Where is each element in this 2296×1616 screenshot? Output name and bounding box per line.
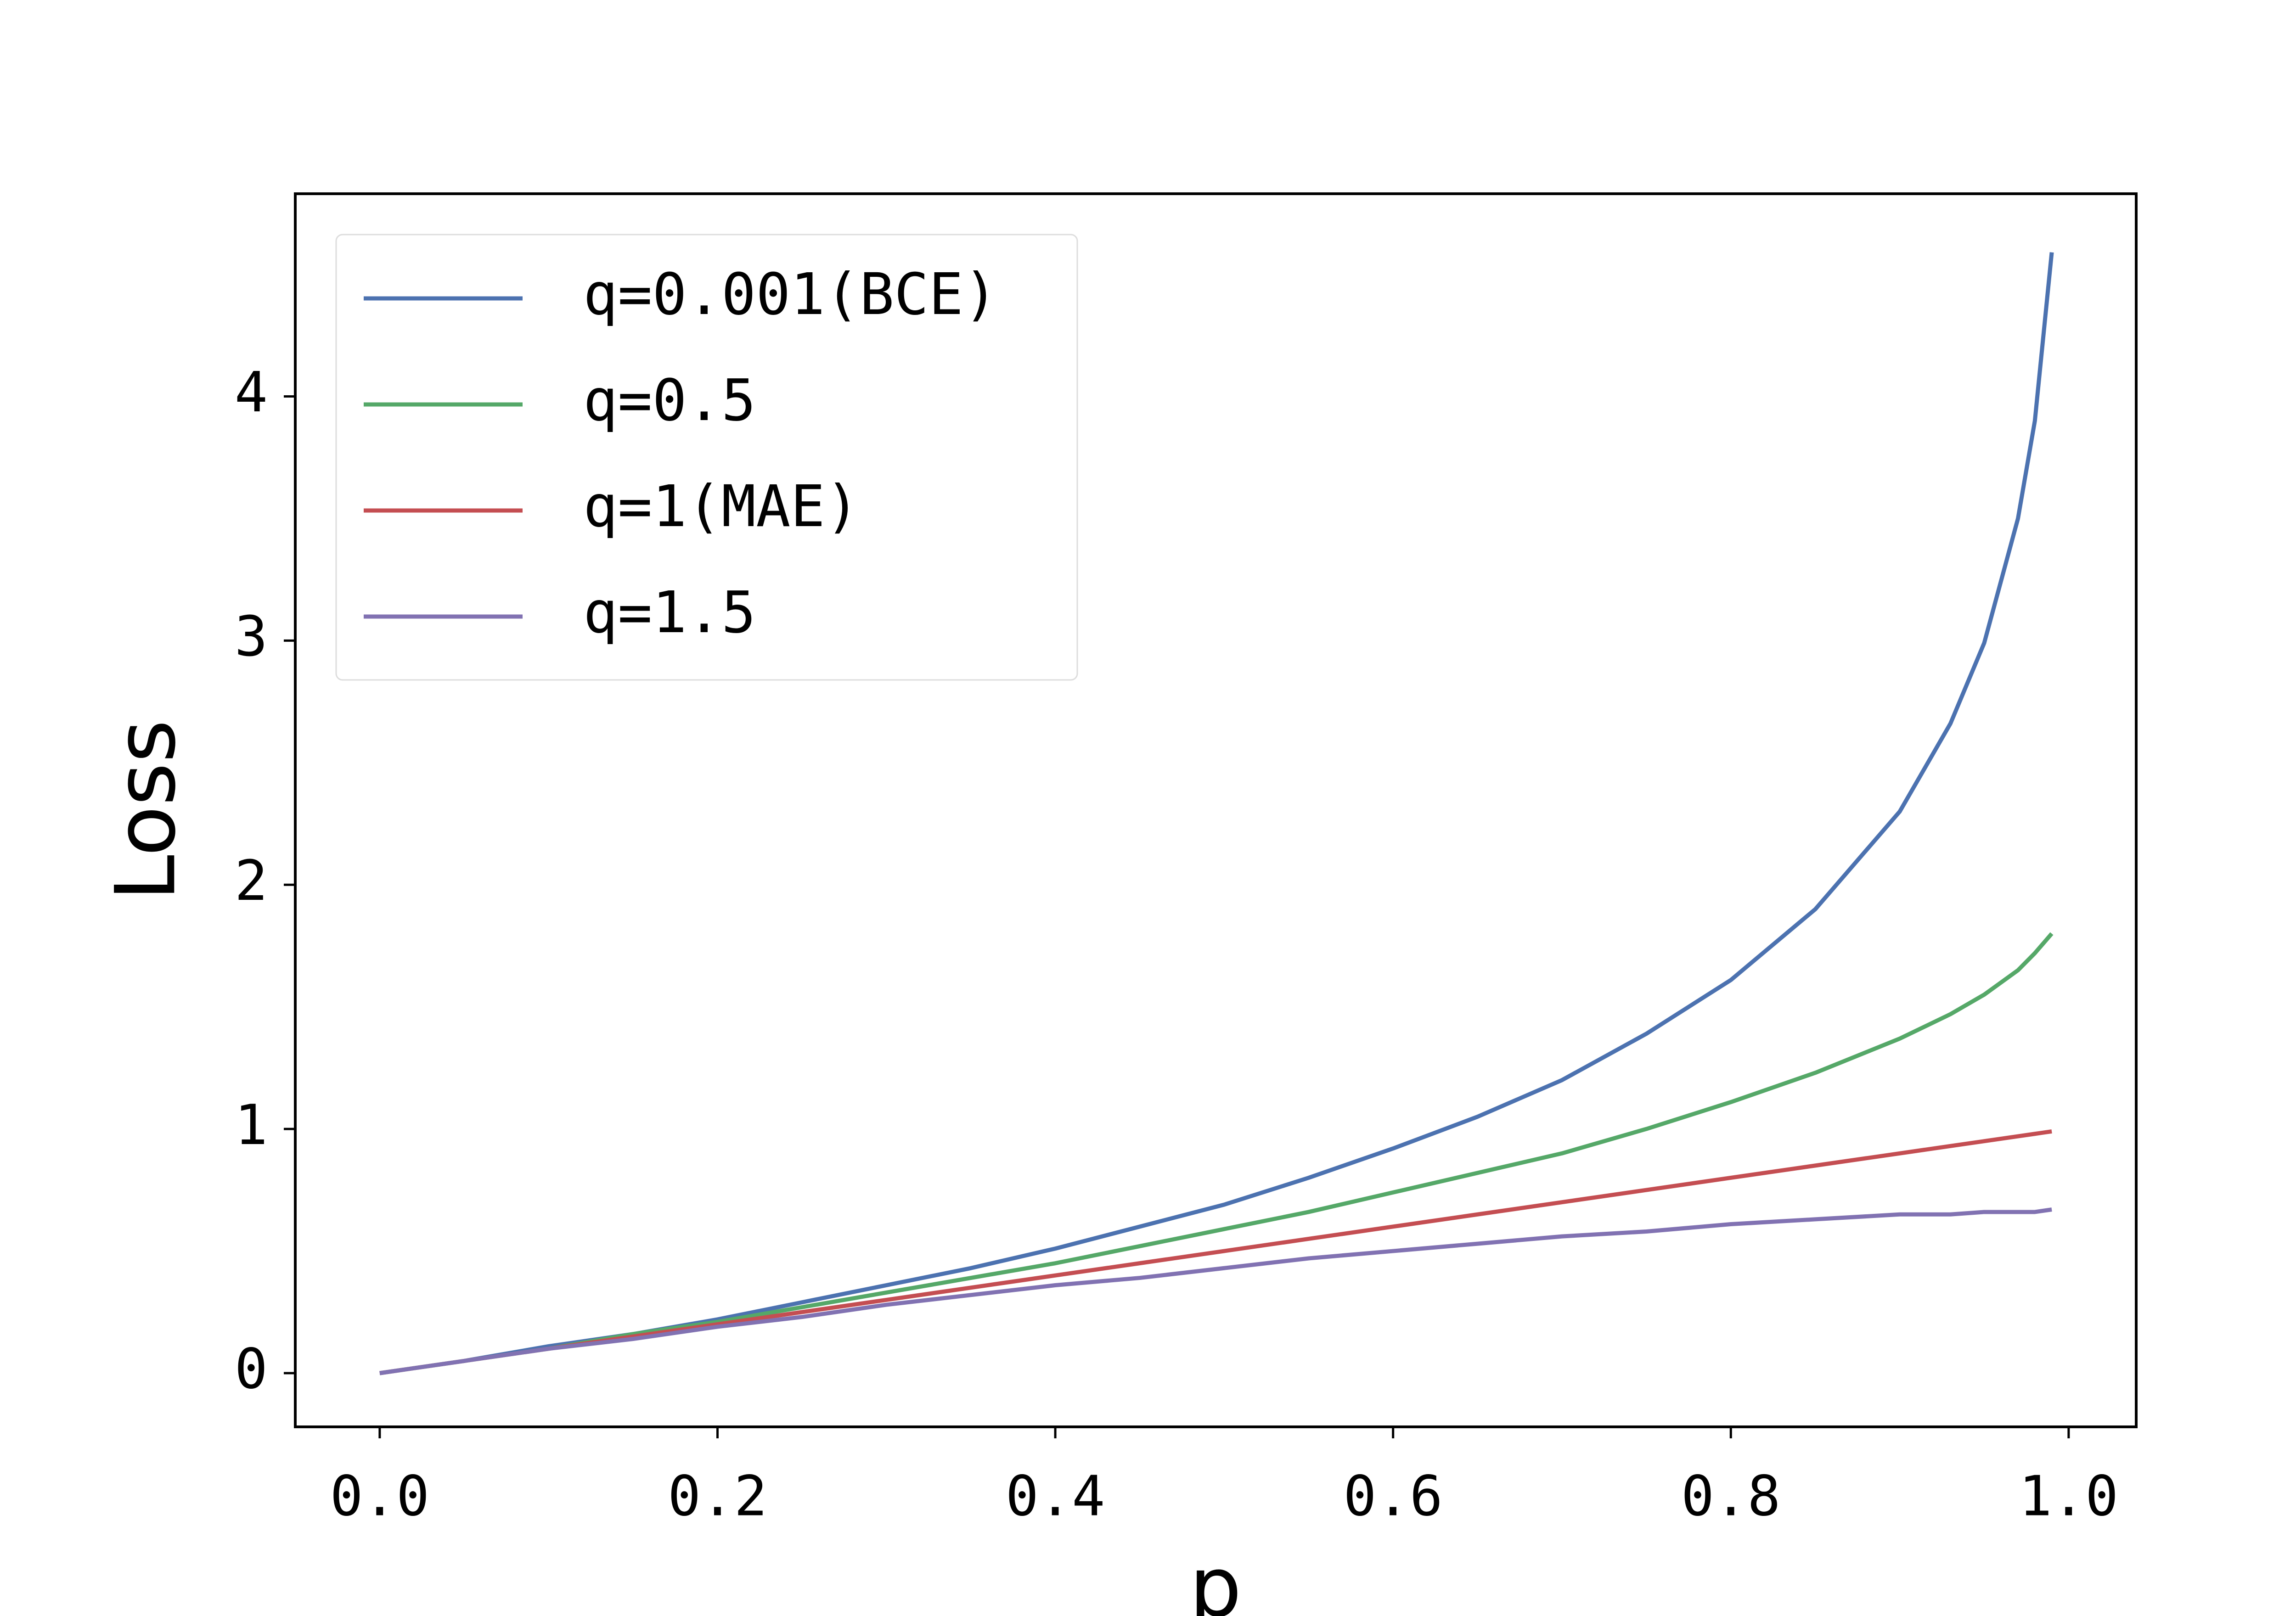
legend-label: q=1.5 (583, 579, 756, 646)
x-tick-label: 0.0 (330, 1465, 430, 1529)
series-line (379, 1207, 2052, 1375)
legend-label: q=0.5 (583, 367, 756, 434)
y-tick-label: 3 (235, 605, 268, 669)
x-tick-label: 0.6 (1343, 1465, 1443, 1529)
legend-label: q=0.001(BCE) (583, 261, 998, 328)
x-tick-label: 0.4 (1006, 1465, 1105, 1529)
x-tick-label: 1.0 (2019, 1465, 2119, 1529)
x-axis-label: p (1189, 1539, 1242, 1616)
legend-label: q=1(MAE) (583, 473, 860, 540)
series-line (379, 932, 2054, 1375)
plot-frame (294, 192, 2138, 1428)
y-axis-label: Loss (98, 720, 194, 901)
y-tick-label: 4 (235, 361, 268, 425)
series-line (379, 1129, 2052, 1375)
x-tick-label: 0.8 (1681, 1465, 1781, 1529)
y-tick-label: 1 (235, 1094, 268, 1157)
legend-box (335, 234, 1078, 681)
y-tick-label: 0 (235, 1338, 268, 1402)
x-tick-label: 0.2 (668, 1465, 767, 1529)
y-tick-label: 2 (235, 849, 268, 913)
